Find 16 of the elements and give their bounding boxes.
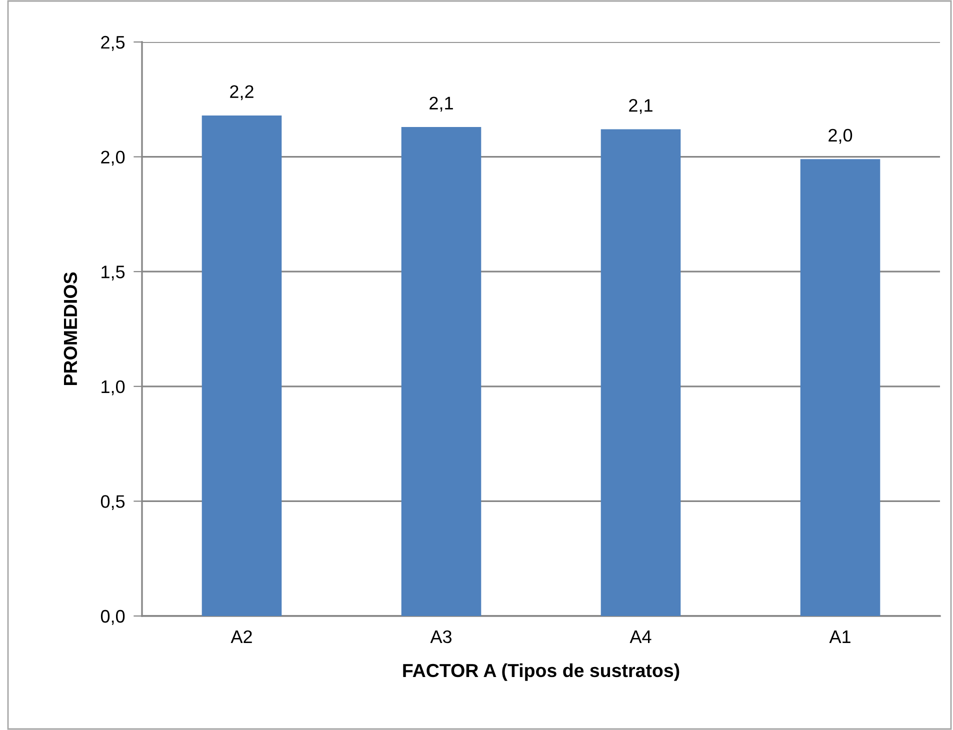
- y-axis-title: PROMEDIOS: [64, 272, 78, 386]
- y-tick-label: 0,5: [100, 495, 125, 510]
- y-tick-label: 0,0: [100, 610, 125, 625]
- x-axis-title: FACTOR A (Tipos de sustratos): [403, 663, 680, 681]
- y-tick-label: 1,0: [102, 380, 125, 396]
- y-tick-label: 1,5: [102, 266, 125, 280]
- x-tick-label: A2: [230, 630, 252, 643]
- x-tick-label: A4: [630, 630, 652, 643]
- x-tick-label: A3: [430, 630, 452, 644]
- y-tick-label: 2,5: [101, 36, 125, 51]
- data-label: 2,2: [230, 85, 254, 100]
- data-label: 2,1: [430, 96, 453, 112]
- data-label: 2,1: [629, 99, 652, 114]
- y-tick-label: 2,0: [101, 150, 125, 166]
- data-label: 2,0: [828, 128, 852, 144]
- x-tick-label: A1: [829, 630, 850, 643]
